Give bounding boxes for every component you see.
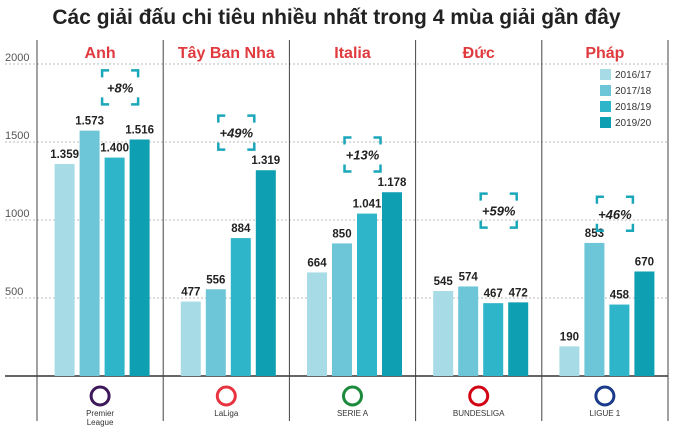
bar [104, 157, 125, 376]
bar [79, 130, 100, 376]
change-label: +8% [107, 80, 134, 95]
data-label: 1.041 [353, 199, 382, 211]
data-label: 1.359 [50, 149, 79, 161]
data-label: 1.400 [100, 143, 129, 155]
data-label: 458 [610, 290, 630, 302]
logo-text: Premier [86, 409, 114, 418]
logo-text: LIGUE 1 [590, 409, 621, 418]
bracket-corner [509, 220, 518, 229]
data-label: 884 [231, 223, 251, 235]
data-label: 1.319 [251, 155, 280, 167]
bracket-corner [509, 192, 518, 201]
legend-swatch [600, 117, 611, 128]
serie-a-logo-icon [342, 385, 363, 407]
y-tick-label: 2000 [5, 52, 29, 64]
bracket-corner [100, 97, 110, 106]
chart-title: Các giải đấu chi tiêu nhiều nhất trong 4… [52, 6, 621, 29]
logo-text: SERIE A [337, 409, 369, 418]
bar [129, 139, 150, 376]
legend-label: 2018/19 [615, 102, 652, 113]
league-label: Anh [85, 45, 116, 62]
legend-label: 2019/20 [615, 118, 652, 129]
bar [357, 213, 377, 376]
bar [180, 301, 201, 376]
y-tick-label: 500 [5, 286, 23, 298]
data-label: 574 [459, 271, 479, 283]
logo-text: BUNDESLIGA [453, 409, 505, 418]
laliga-logo-icon [215, 385, 237, 407]
legend-label: 2016/17 [615, 70, 652, 81]
legend-swatch [600, 101, 611, 112]
data-label: 670 [635, 256, 654, 268]
change-label: +49% [219, 126, 253, 141]
league-label: Đức [463, 45, 495, 62]
bracket-corner [595, 195, 604, 204]
bar [433, 290, 454, 376]
ligue1-logo-icon [594, 385, 616, 407]
bracket-corner [217, 142, 226, 151]
legend-label: 2017/18 [615, 86, 652, 97]
bar [332, 243, 352, 376]
data-label: 477 [181, 287, 200, 299]
data-label: 664 [307, 257, 327, 269]
bracket-corner [373, 164, 382, 173]
bar [205, 289, 226, 376]
premier-league-logo-icon [89, 385, 111, 407]
bar [508, 302, 529, 376]
bracket-corner [343, 136, 352, 145]
bracket-corner [131, 97, 140, 106]
bracket-corner [217, 114, 226, 123]
bar [54, 163, 75, 376]
data-label: 190 [560, 331, 579, 343]
bracket-corner [343, 164, 352, 173]
bar [609, 304, 630, 376]
bracket-corner [373, 136, 382, 145]
bar [584, 242, 605, 376]
bracket-corner [479, 220, 488, 229]
bar [483, 303, 504, 376]
legend-swatch [600, 69, 611, 80]
change-label: +46% [598, 207, 632, 222]
bar [307, 272, 327, 376]
data-label: 545 [434, 276, 454, 288]
bundesliga-logo-icon [468, 385, 490, 407]
legend-swatch [600, 85, 611, 96]
league-label: Italia [334, 45, 371, 62]
bar [634, 271, 655, 376]
bracket-corner [247, 142, 256, 151]
bracket-corner [625, 195, 635, 204]
bracket-corner [595, 223, 604, 233]
bar [458, 286, 479, 376]
data-label: 1.573 [75, 116, 104, 128]
y-tick-label: 1500 [5, 130, 29, 142]
data-label: 1.516 [125, 125, 154, 137]
bracket-corner [479, 192, 488, 201]
change-label: +13% [346, 147, 380, 162]
logo-text: League [87, 418, 114, 427]
bar [230, 238, 251, 376]
data-label: 472 [509, 287, 528, 299]
bracket-corner [131, 69, 140, 78]
data-label: 467 [484, 288, 503, 300]
change-label: +59% [482, 204, 516, 219]
league-label: Pháp [585, 45, 624, 62]
y-tick-label: 1000 [5, 208, 29, 220]
bar [382, 192, 402, 376]
data-label: 850 [332, 228, 351, 240]
bracket-corner [625, 223, 635, 233]
bracket-corner [100, 69, 110, 78]
bracket-corner [247, 114, 256, 123]
logo-text: LaLiga [214, 409, 239, 418]
data-label: 556 [206, 274, 225, 286]
league-label: Tây Ban Nha [178, 45, 275, 62]
bar [559, 346, 580, 376]
bar [255, 170, 276, 376]
data-label: 1.178 [378, 177, 407, 189]
